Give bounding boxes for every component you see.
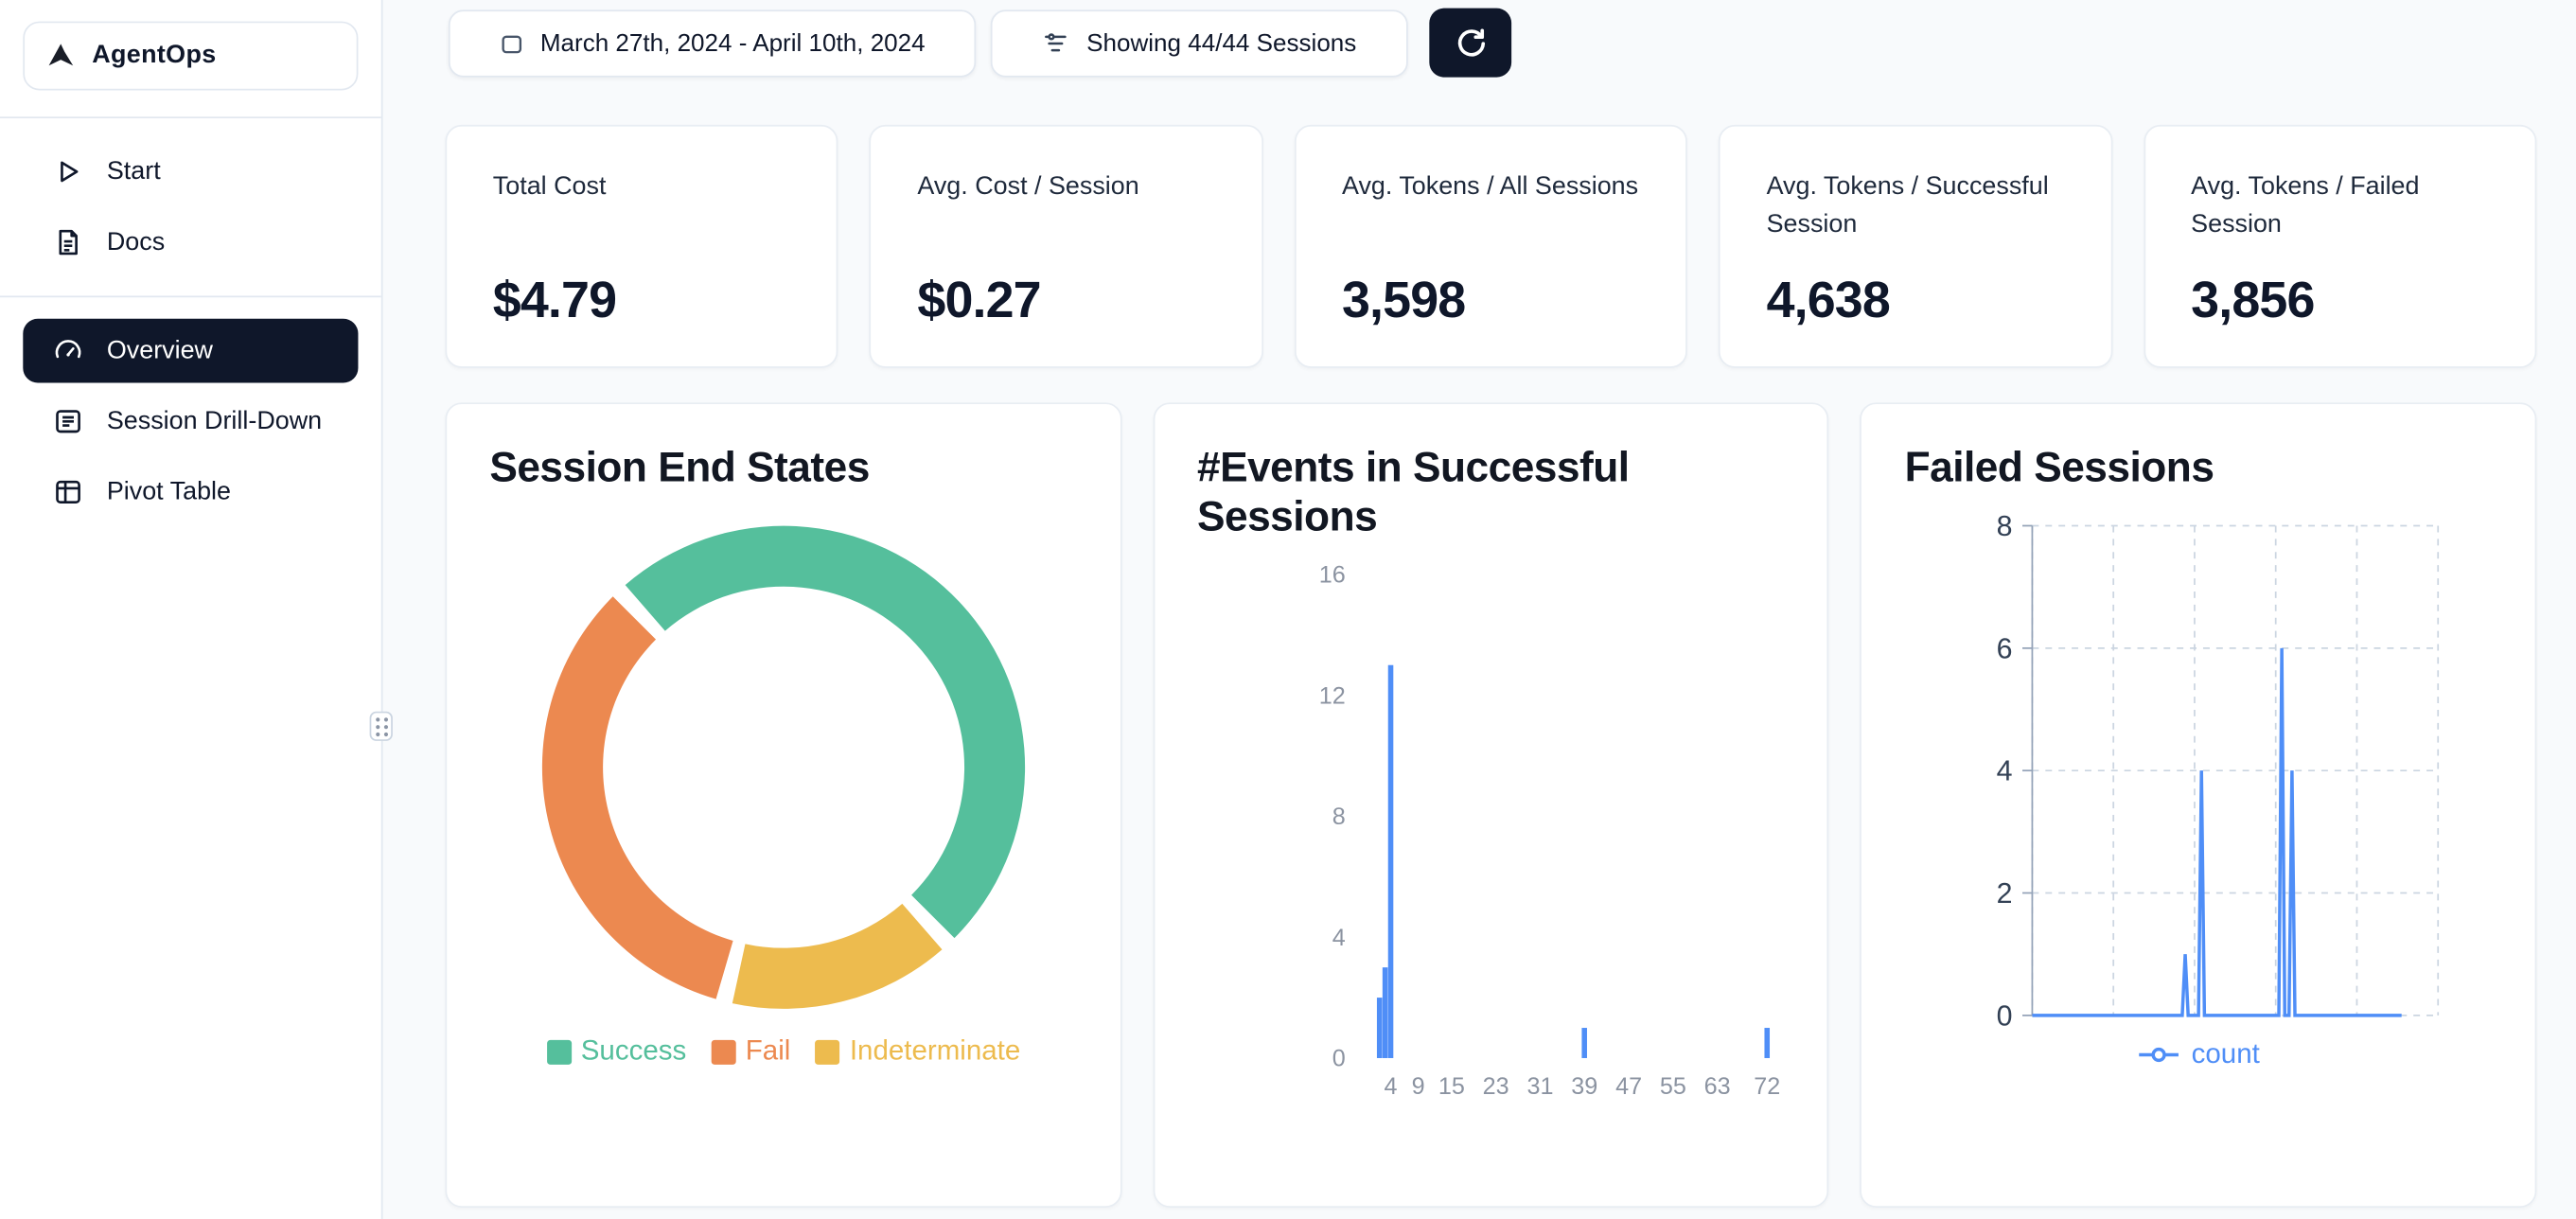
stat-label: Avg. Tokens / All Sessions (1341, 172, 1639, 201)
chart-title: Session End States (489, 445, 870, 492)
legend-item-indeterminate: Indeterminate (815, 1035, 1020, 1069)
toolbar: March 27th, 2024 - April 10th, 2024 Show… (448, 8, 1512, 78)
line-chart-legend: count (1905, 1038, 2493, 1071)
drag-dots-icon (375, 716, 388, 736)
events-in-successful-sessions-card: #Events in Successful Sessions 0 4 8 12 16 4 9… (1153, 402, 1829, 1208)
svg-text:8: 8 (1332, 804, 1345, 830)
logo[interactable]: AgentOps (23, 21, 359, 91)
stat-value: 3,598 (1341, 271, 1466, 329)
svg-text:31: 31 (1526, 1073, 1553, 1100)
svg-text:12: 12 (1318, 683, 1345, 710)
stat-value: 4,638 (1766, 271, 1891, 329)
stat-card-avg-tokens-successful: Avg. Tokens / Successful Session 4,638 (1719, 124, 2112, 368)
sidebar-nav-top: Start Docs (0, 118, 381, 295)
gauge-icon (53, 335, 84, 366)
svg-text:47: 47 (1615, 1073, 1642, 1100)
session-end-states-donut-chart (541, 525, 1025, 1010)
sidebar-item-label: Overview (106, 336, 214, 364)
stat-card-avg-tokens-failed: Avg. Tokens / Failed Session 3,856 (2143, 124, 2537, 368)
sidebar-item-label: Pivot Table (106, 477, 231, 505)
stat-label: Avg. Tokens / Failed Session (2191, 172, 2420, 239)
svg-text:55: 55 (1659, 1073, 1685, 1100)
donut-legend: Success Fail Indeterminate (489, 1035, 1077, 1069)
session-end-states-card: Session End States Success Fail Indeterm… (445, 402, 1122, 1208)
sidebar-item-label: Start (106, 156, 161, 186)
sidebar-item-session-drill-down[interactable]: Session Drill-Down (23, 389, 358, 453)
sidebar-divider (0, 116, 381, 118)
stat-label: Avg. Tokens / Successful Session (1766, 172, 2049, 239)
pivot-table-icon (53, 476, 84, 507)
sessions-filter-button[interactable]: Showing 44/44 Sessions (990, 9, 1408, 77)
indeterminate-swatch-icon (815, 1039, 840, 1065)
sidebar-item-label: Session Drill-Down (106, 406, 323, 435)
svg-text:39: 39 (1571, 1073, 1597, 1100)
legend-label: count (2191, 1038, 2260, 1070)
list-panel-icon (53, 406, 84, 437)
count-line-marker-icon (2137, 1045, 2179, 1065)
stat-card-total-cost: Total Cost $4.79 (445, 124, 839, 368)
sidebar-item-label: Docs (106, 227, 166, 256)
sidebar-resize-handle[interactable] (369, 711, 393, 741)
svg-text:23: 23 (1482, 1073, 1509, 1100)
svg-text:4: 4 (1384, 1073, 1397, 1100)
legend-item-fail: Fail (711, 1035, 790, 1069)
legend-label: Fail (745, 1034, 791, 1067)
svg-text:4: 4 (1332, 925, 1345, 951)
legend-label: Success (580, 1034, 687, 1067)
sidebar-item-docs[interactable]: Docs (23, 210, 358, 274)
stat-value: 3,856 (2191, 271, 2315, 329)
svg-text:72: 72 (1754, 1073, 1780, 1100)
calendar-icon (499, 30, 523, 55)
date-range-button[interactable]: March 27th, 2024 - April 10th, 2024 (448, 9, 977, 77)
document-icon (53, 227, 84, 258)
stats-row: Total Cost $4.79 Avg. Cost / Session $0.… (445, 124, 2537, 368)
stat-label: Avg. Cost / Session (917, 172, 1139, 201)
stat-card-avg-cost-session: Avg. Cost / Session $0.27 (870, 124, 1263, 368)
svg-text:0: 0 (1332, 1046, 1345, 1072)
chart-title: Failed Sessions (1904, 445, 2214, 492)
sidebar-item-start[interactable]: Start (23, 140, 358, 204)
sidebar: AgentOps Start Docs Ov (0, 0, 383, 1219)
stat-value: $4.79 (492, 271, 617, 329)
refresh-button[interactable] (1429, 8, 1512, 78)
agentops-logo-icon (44, 40, 78, 73)
play-icon (53, 156, 84, 187)
date-range-label: March 27th, 2024 - April 10th, 2024 (539, 28, 926, 57)
svg-text:2: 2 (1997, 877, 2013, 910)
stat-label: Total Cost (492, 172, 607, 201)
svg-text:9: 9 (1411, 1073, 1424, 1100)
svg-text:0: 0 (1997, 999, 2013, 1032)
sidebar-item-pivot-table[interactable]: Pivot Table (23, 460, 358, 524)
fail-swatch-icon (711, 1039, 736, 1065)
svg-text:16: 16 (1318, 562, 1345, 589)
refresh-icon (1454, 26, 1487, 60)
sessions-filter-label: Showing 44/44 Sessions (1086, 28, 1357, 57)
failed-sessions-line-chart: 0 2 4 6 8 (1997, 513, 2440, 1032)
failed-sessions-card: Failed Sessions 0 2 4 6 8 count (1860, 402, 2537, 1208)
success-swatch-icon (546, 1039, 572, 1065)
svg-text:6: 6 (1997, 632, 2013, 664)
filter-icon (1042, 28, 1070, 57)
app-name: AgentOps (92, 41, 217, 69)
charts-row: Session End States Success Fail Indeterm… (445, 402, 2537, 1208)
stat-value: $0.27 (917, 271, 1041, 329)
svg-text:8: 8 (1997, 513, 2013, 542)
main-content: March 27th, 2024 - April 10th, 2024 Show… (382, 0, 2576, 1219)
legend-label: Indeterminate (849, 1034, 1021, 1067)
legend-item-success: Success (546, 1035, 686, 1069)
sidebar-nav-main: Overview Session Drill-Down Pivot Table (0, 297, 381, 545)
chart-title: #Events in Successful Sessions (1196, 445, 1630, 541)
svg-text:63: 63 (1703, 1073, 1730, 1100)
sidebar-divider (0, 295, 381, 298)
svg-text:15: 15 (1438, 1073, 1464, 1100)
sidebar-item-overview[interactable]: Overview (23, 318, 359, 383)
svg-text:4: 4 (1997, 755, 2013, 787)
stat-card-avg-tokens-all: Avg. Tokens / All Sessions 3,598 (1294, 124, 1688, 368)
